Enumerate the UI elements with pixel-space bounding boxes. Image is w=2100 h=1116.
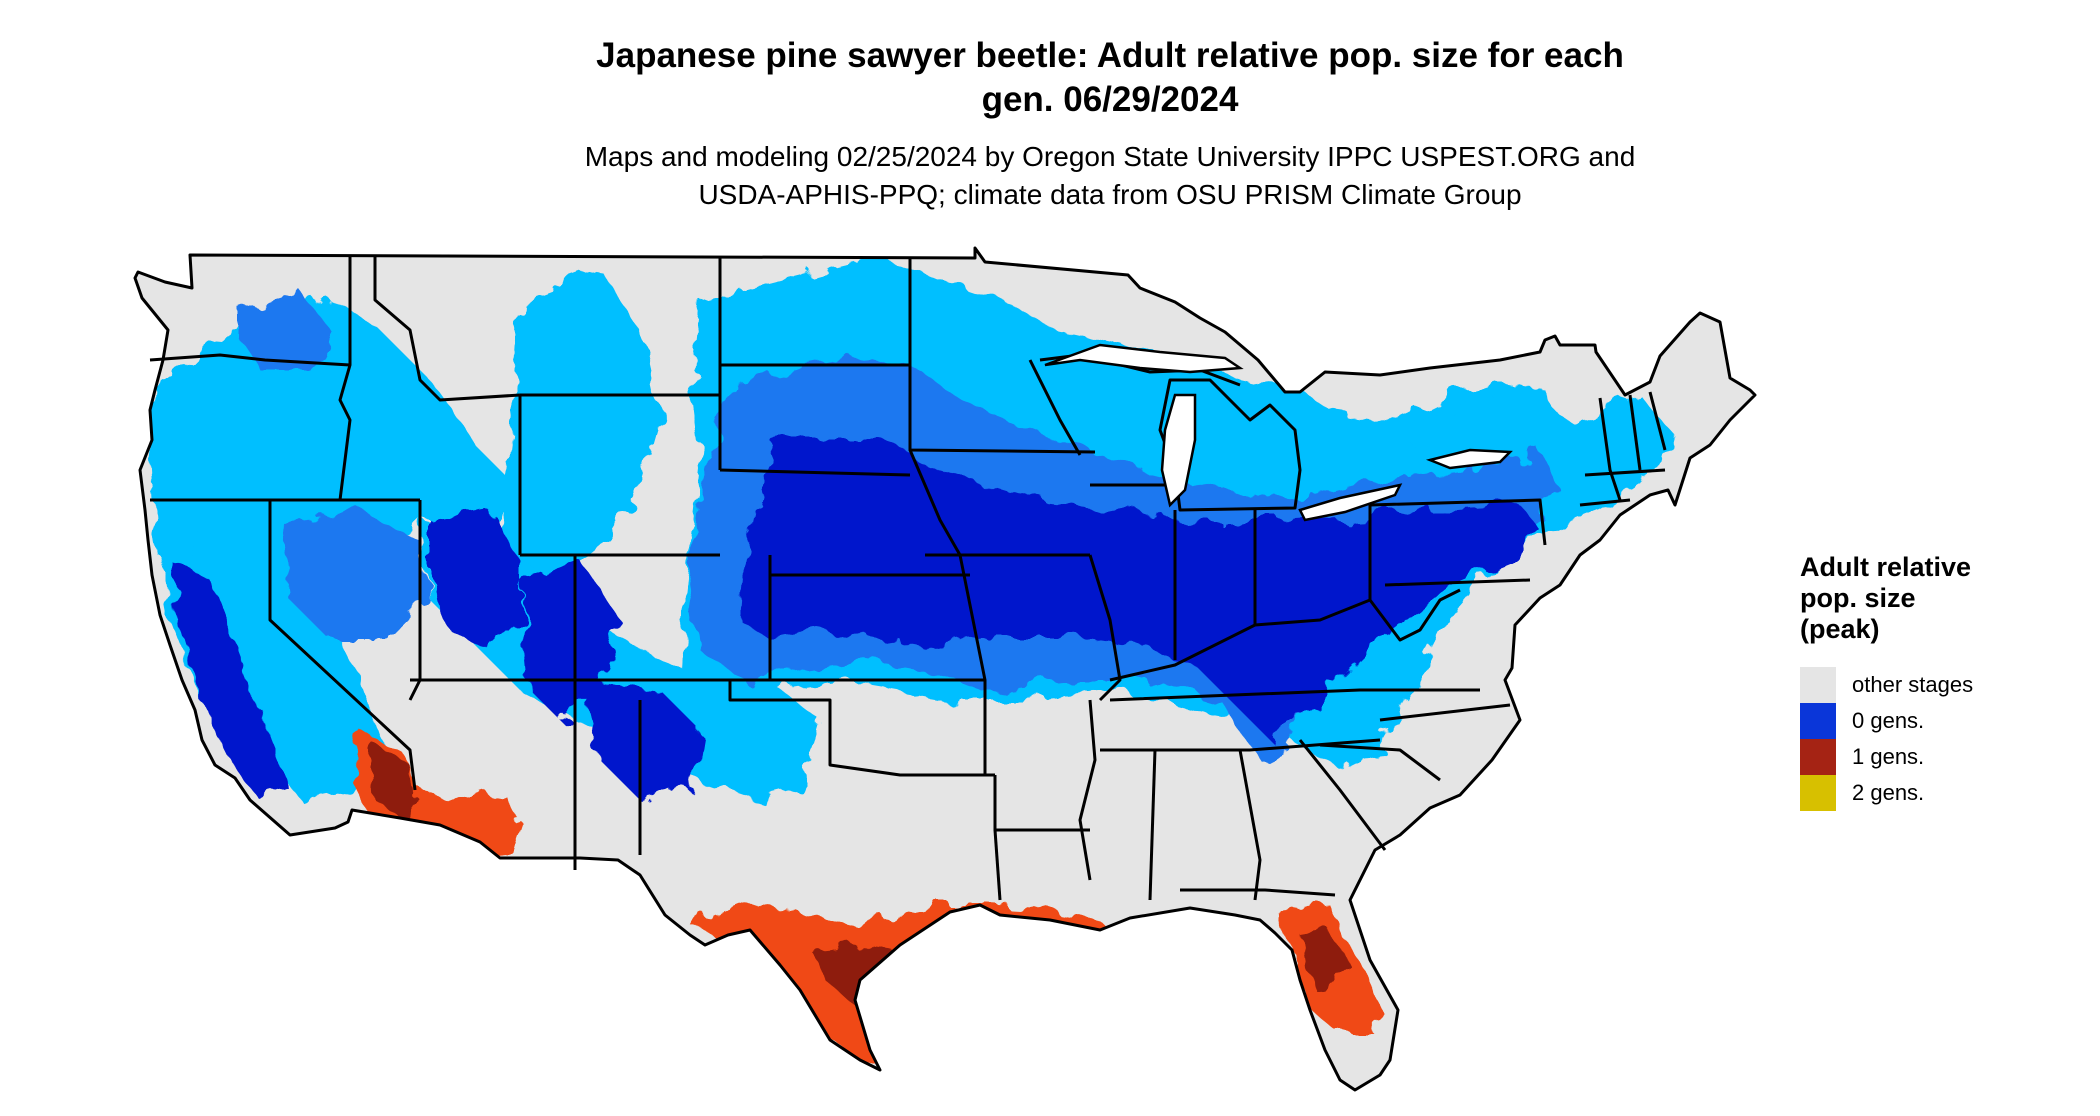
border-ar-ms [1078, 699, 1097, 881]
border-ne-ia [908, 449, 962, 556]
legend-label: 2 gens. [1852, 780, 1925, 805]
border-pa-south [1384, 578, 1531, 587]
legend-title-line3: (peak) [1800, 614, 1880, 644]
lake-erie [1298, 483, 1403, 522]
model-zones [150, 255, 1670, 1065]
border-ct-ri [1579, 498, 1631, 507]
border-mo-east [1088, 554, 1122, 702]
lake-michigan [1160, 393, 1197, 508]
zone-zero-gens-light-sierra [190, 480, 380, 800]
border-wa-or [149, 353, 351, 367]
legend-label: other stages [1852, 672, 1974, 697]
zone-one-gen-dark-arizona [370, 740, 420, 815]
map-title-line2: gen. 06/29/2024 [981, 80, 1239, 119]
great-lakes [1044, 343, 1513, 522]
border-ga-sc [1298, 739, 1387, 851]
legend-item-two-gens: 2 gens. [1800, 775, 2080, 811]
border-wi-west [1028, 359, 1082, 456]
border-ky-north [1109, 598, 1371, 682]
zone-zero-gens-dark-utah [430, 510, 520, 650]
legend-item-other-stages: other stages [1800, 667, 2080, 703]
border-pa-ny [1369, 498, 1547, 546]
lake-superior [1044, 343, 1244, 374]
legend-items: other stages 0 gens. 1 gens. 2 gens. [1800, 667, 2080, 811]
zone-zero-gens-dark-california [170, 560, 290, 800]
state-borders [133, 246, 1757, 1092]
legend-swatch [1800, 667, 1836, 703]
border-ok-tx [728, 680, 995, 777]
border-mo-west [958, 554, 987, 775]
border-tn-ms-al [1100, 738, 1381, 752]
legend: Adult relative pop. size (peak) other st… [1800, 552, 2080, 811]
legend-swatch [1800, 775, 1836, 811]
legend-label: 1 gens. [1852, 744, 1925, 769]
legend-title: Adult relative pop. size (peak) [1800, 552, 2080, 645]
border-mt-id [373, 255, 521, 402]
border-vt-nh [1628, 394, 1642, 471]
border-sd-ne [719, 468, 911, 477]
map-subtitle-line2: USDA-APHIS-PPQ; climate data from OSU PR… [698, 179, 1522, 210]
legend-item-zero-gens: 0 gens. [1800, 703, 2080, 739]
border-va-nc [1379, 703, 1511, 722]
border-tx-la [993, 829, 1002, 901]
legend-title-line2: pop. size [1800, 583, 1916, 613]
map-title-line1: Japanese pine sawyer beetle: Adult relat… [596, 36, 1624, 75]
zone-one-gen-dark-florida [1300, 930, 1345, 990]
border-ca-nv [268, 500, 417, 791]
border-ky-tn [1109, 688, 1480, 702]
legend-swatch [1800, 703, 1836, 739]
lake-ontario [1425, 448, 1513, 470]
border-ms-al [1148, 749, 1157, 901]
legend-swatch [1800, 739, 1836, 775]
border-va-wv [1368, 588, 1461, 642]
zone-zero-gens-dark [740, 440, 1540, 740]
legend-item-one-gens: 1 gens. [1800, 739, 2080, 775]
border-ma-north [1584, 468, 1666, 477]
zone-zero-gens-mid-nevada [280, 510, 430, 640]
zone-one-gen-texas-coast [690, 905, 1110, 1065]
border-id-west [338, 255, 352, 501]
border-ga-fl [1180, 888, 1336, 897]
map-subtitle-line1: Maps and modeling 02/25/2024 by Oregon S… [584, 141, 1636, 172]
legend-title-line1: Adult relative [1800, 552, 1972, 582]
border-ny-vt [1598, 397, 1622, 501]
legend-label: 0 gens. [1852, 708, 1925, 733]
border-nc-sc [1319, 743, 1441, 782]
border-al-ga [1238, 749, 1262, 901]
zone-zero-gens-mid-washington [240, 290, 330, 370]
zone-zero-gens-light-rockies [490, 270, 660, 620]
border-nh-me [1648, 391, 1667, 451]
